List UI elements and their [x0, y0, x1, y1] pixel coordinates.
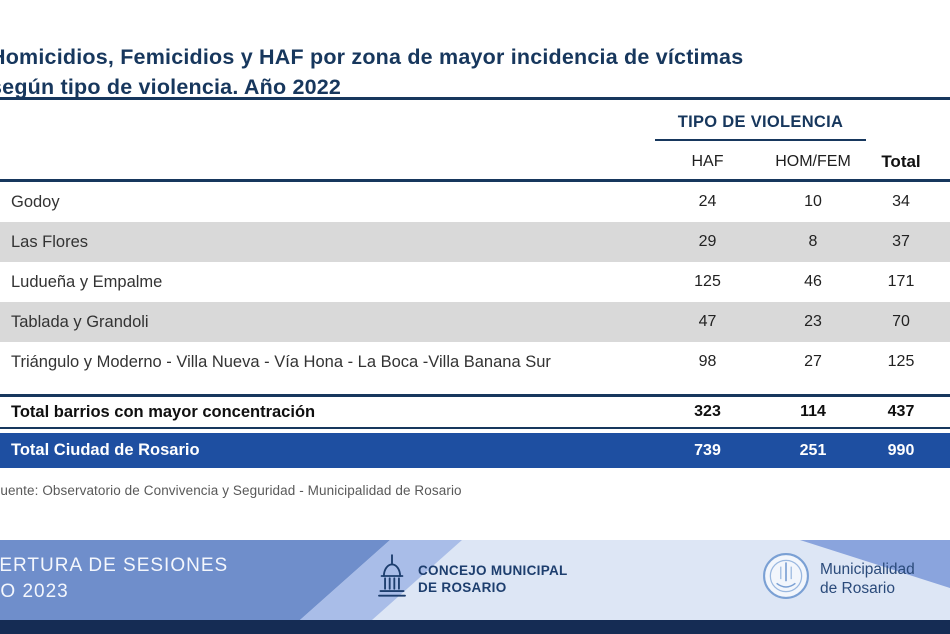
cell-homfem: 10	[804, 193, 822, 210]
cell-total: 34	[892, 193, 910, 210]
title-divider	[0, 97, 950, 100]
municipalidad-line-2: de Rosario	[820, 579, 895, 597]
banner-background-shapes	[0, 540, 950, 620]
session-line-2: AÑO 2023	[0, 581, 69, 602]
cell-homfem: 251	[799, 441, 827, 459]
cell-total: 125	[887, 353, 915, 370]
cell-haf: 125	[694, 273, 721, 290]
cell-homfem: 27	[804, 353, 822, 370]
spacer	[0, 382, 950, 394]
cell-haf: 323	[694, 403, 721, 420]
concejo-line-2: DE ROSARIO	[418, 579, 507, 595]
cell-haf: 29	[698, 233, 717, 250]
table-row: Triángulo y Moderno - Villa Nueva - Vía …	[0, 342, 950, 382]
cell-total: 990	[887, 441, 915, 459]
cell-haf: 739	[694, 441, 721, 459]
row-label: Total barrios con mayor concentración	[11, 402, 316, 421]
title-line-2: según tipo de violencia. Año 2022	[0, 75, 342, 99]
row-label: Total Ciudad de Rosario	[11, 441, 200, 459]
total-barrios-row: Total barrios con mayor concentración 32…	[0, 394, 950, 429]
cell-haf: 24	[698, 193, 717, 210]
page-title: Homicidios, Femicidios y HAF por zona de…	[0, 42, 950, 102]
row-label: Godoy	[11, 192, 60, 211]
cell-total: 70	[892, 313, 910, 330]
concejo-logo-block: CONCEJO MUNICIPAL DE ROSARIO	[378, 554, 568, 603]
row-label: Las Flores	[11, 232, 89, 251]
municipalidad-line-1: Municipalidad	[820, 560, 915, 578]
column-header-total: Total	[881, 152, 921, 171]
municipalidad-logo-block: Municipalidad de Rosario	[762, 552, 915, 605]
cell-homfem: 46	[804, 273, 822, 290]
cell-haf: 98	[698, 353, 717, 370]
table-body: Godoy 24 10 34 Las Flores 29 8 37 Ludueñ…	[0, 182, 950, 468]
concejo-building-icon	[378, 554, 406, 603]
table-row: Tablada y Grandoli 47 23 70	[0, 302, 950, 342]
row-label: Tablada y Grandoli	[11, 312, 149, 331]
total-city-row: Total Ciudad de Rosario 739 251 990	[0, 433, 950, 468]
header-divider	[0, 179, 950, 182]
column-header-homfem: HOM/FEM	[775, 153, 851, 170]
concejo-wordmark: CONCEJO MUNICIPAL DE ROSARIO	[418, 562, 568, 596]
column-header-haf: HAF	[691, 153, 724, 170]
concejo-line-1: CONCEJO MUNICIPAL	[418, 562, 568, 578]
source-note: Fuente: Observatorio de Convivencia y Se…	[0, 483, 462, 498]
title-line-1: Homicidios, Femicidios y HAF por zona de…	[0, 45, 744, 69]
bottom-strip	[0, 620, 950, 634]
session-banner-text: APERTURA DE SESIONES AÑO 2023	[0, 553, 228, 605]
cell-homfem: 114	[800, 403, 826, 420]
cell-total: 171	[887, 273, 915, 290]
table-row: Godoy 24 10 34	[0, 182, 950, 222]
cell-homfem: 8	[808, 233, 818, 250]
municipalidad-emblem-icon	[762, 552, 810, 605]
row-label: Ludueña y Empalme	[11, 272, 163, 291]
column-group-header: TIPO DE VIOLENCIA	[655, 113, 866, 141]
row-label: Triángulo y Moderno - Villa Nueva - Vía …	[11, 352, 551, 371]
cell-homfem: 23	[804, 313, 822, 330]
table-header-row: HAF HOM/FEM Total	[0, 146, 950, 178]
footer-banner: APERTURA DE SESIONES AÑO 2023 CONCEJO	[0, 540, 950, 620]
municipalidad-wordmark: Municipalidad de Rosario	[820, 560, 915, 598]
cell-total: 37	[892, 233, 910, 250]
cell-haf: 47	[698, 313, 717, 330]
table-row: Las Flores 29 8 37	[0, 222, 950, 262]
table-row: Ludueña y Empalme 125 46 171	[0, 262, 950, 302]
session-line-1: APERTURA DE SESIONES	[0, 555, 229, 576]
cell-total: 437	[887, 403, 915, 420]
